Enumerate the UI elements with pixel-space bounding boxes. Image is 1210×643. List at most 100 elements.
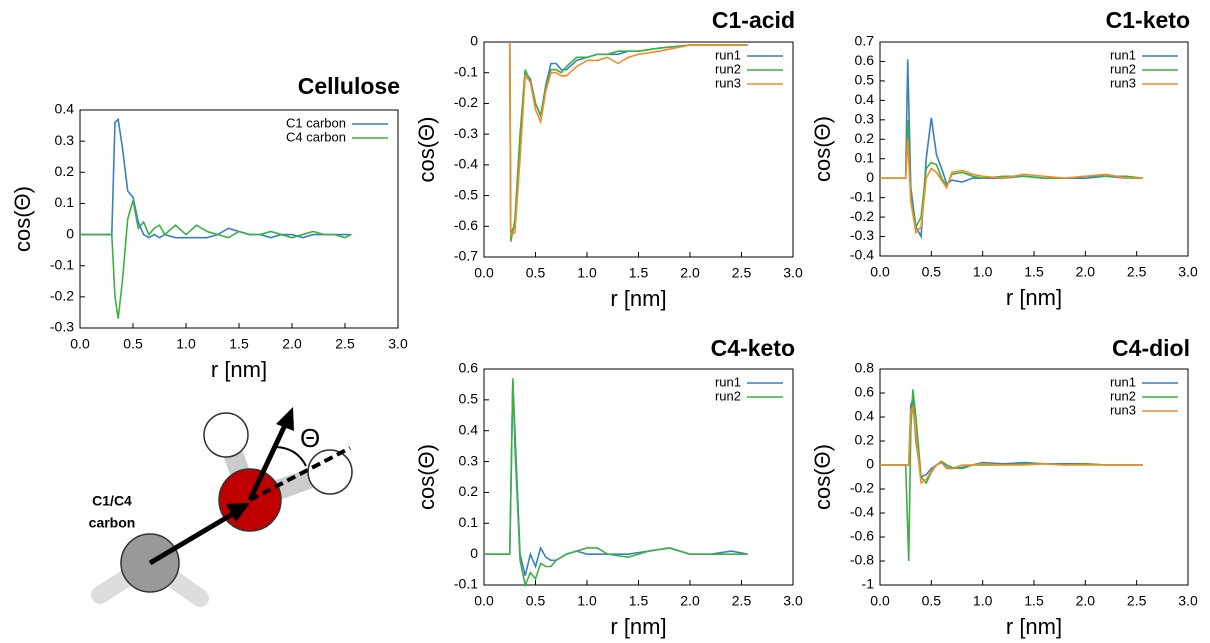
y-tick-label: -0.1: [454, 63, 478, 79]
x-tick-label: 0.5: [526, 593, 546, 609]
y-tick-label: -0.4: [850, 504, 874, 520]
x-axis-label: r [nm]: [211, 357, 267, 382]
x-tick-label: 0.0: [870, 264, 890, 280]
y-tick-label: 0: [66, 225, 74, 241]
y-tick-label: -0.2: [850, 208, 874, 224]
legend-label: C1 carbon: [286, 115, 346, 130]
hydrogen-atom: [203, 412, 249, 458]
y-tick-label: -1: [862, 576, 875, 592]
y-tick-label: 0.8: [855, 360, 875, 376]
y-tick-label: 0.1: [855, 149, 875, 165]
chart-title: C4-diol: [1112, 335, 1190, 361]
x-tick-label: 2.5: [1127, 264, 1147, 280]
data-line: [880, 119, 1143, 230]
y-tick-label: 0.7: [855, 33, 875, 49]
y-axis-label: cos(Θ): [414, 444, 439, 510]
y-tick-label: -0.2: [50, 288, 74, 304]
y-tick-label: 0.6: [855, 384, 875, 400]
legend-label: run1: [715, 374, 741, 389]
x-tick-label: 0.5: [922, 264, 942, 280]
vector-arrow: [247, 423, 288, 502]
vector-arrow: [148, 509, 238, 566]
y-tick-label: -0.4: [850, 247, 874, 263]
x-tick-label: 3.0: [388, 336, 408, 352]
x-tick-label: 1.0: [176, 336, 196, 352]
x-tick-label: 2.0: [1076, 264, 1096, 280]
legend-label: run3: [1110, 402, 1136, 417]
y-tick-label: 0: [866, 456, 874, 472]
y-tick-label: 0.2: [855, 130, 875, 146]
y-tick-label: -0.2: [454, 94, 478, 110]
y-tick-label: -0.8: [850, 552, 874, 568]
y-tick-label: -0.6: [850, 528, 874, 544]
y-tick-label: 0: [470, 33, 478, 49]
x-tick-label: 2.0: [680, 593, 700, 609]
y-axis-label: cos(Θ): [414, 117, 439, 183]
chart-panel: 0.0 0.5 1.0 1.5 2.0 2.5 3.0 0 -0.1 -0.2 -0.3 -0.4 -0…: [414, 7, 803, 311]
chart-title: C1-keto: [1106, 7, 1190, 33]
y-tick-label: 0.3: [459, 452, 479, 468]
x-axis-label: r [nm]: [610, 614, 666, 639]
chart-panel: 0.0 0.5 1.0 1.5 2.0 2.5 3.0 0.7 0.6 0.5 0.4 0.3 0.2 0…: [810, 7, 1198, 310]
legend-label: run3: [1110, 75, 1136, 90]
data-line: [508, 41, 748, 242]
y-tick-label: 0.3: [55, 132, 75, 148]
x-tick-label: 2.5: [335, 336, 355, 352]
legend-label: run3: [715, 75, 741, 90]
y-tick-label: 0.3: [855, 111, 875, 127]
x-tick-label: 0.0: [70, 336, 90, 352]
y-tick-label: 0.2: [459, 483, 479, 499]
x-tick-label: 1.5: [629, 593, 649, 609]
y-tick-label: 0.4: [855, 408, 875, 424]
x-tick-label: 1.0: [577, 265, 597, 281]
x-tick-label: 0.5: [123, 336, 143, 352]
chart-title: C4-keto: [711, 335, 795, 361]
y-tick-label: -0.3: [850, 227, 874, 243]
y-axis-label: cos(Θ): [810, 444, 835, 510]
data-line: [880, 139, 1143, 235]
y-tick-label: -0.1: [50, 256, 74, 272]
x-tick-label: 1.5: [1024, 593, 1044, 609]
y-tick-label: -0.3: [454, 125, 478, 141]
carbon-label: carbon: [89, 515, 136, 531]
x-tick-label: 2.0: [282, 336, 302, 352]
chart-panel: 0.0 0.5 1.0 1.5 2.0 2.5 3.0 0.8 0.6 0.4 0.2 0 -0.2 -0…: [810, 335, 1198, 639]
data-line: [880, 404, 1143, 485]
plot-frame: [879, 368, 1189, 586]
angle-label: Θ: [300, 423, 320, 453]
y-tick-label: 0.4: [855, 91, 875, 107]
y-tick-label: -0.1: [850, 188, 874, 204]
y-tick-label: -0.3: [50, 319, 74, 335]
x-tick-label: 1.5: [629, 265, 649, 281]
x-tick-label: 0.0: [474, 265, 494, 281]
carbon-label: C1/C4: [92, 493, 132, 509]
plot-frame: [483, 41, 794, 258]
y-tick-label: 0.6: [855, 52, 875, 68]
legend-label: run1: [1110, 47, 1136, 62]
legend-label: run2: [715, 61, 741, 76]
data-line: [484, 381, 748, 576]
legend-label: run2: [715, 388, 741, 403]
legend-label: run2: [1110, 61, 1136, 76]
x-tick-label: 1.0: [577, 593, 597, 609]
x-tick-label: 0.0: [870, 593, 890, 609]
chart-panel: 0.0 0.5 1.0 1.5 2.0 2.5 3.0 0.6 0.5 0.4 0.3 0.2 0.1 0…: [414, 335, 803, 639]
y-tick-label: -0.4: [454, 156, 478, 172]
y-tick-label: -0.7: [454, 248, 478, 264]
x-tick-label: 3.0: [783, 593, 803, 609]
y-tick-label: 0.2: [55, 163, 75, 179]
x-tick-label: 2.5: [732, 265, 752, 281]
y-axis-label: cos(Θ): [10, 186, 35, 252]
y-tick-label: 0: [866, 169, 874, 185]
dashed-axis: [249, 446, 351, 502]
data-line: [80, 200, 352, 319]
x-tick-label: 0.5: [922, 593, 942, 609]
plot-frame: [879, 41, 1189, 257]
legend-label: run1: [1110, 374, 1136, 389]
x-tick-label: 1.5: [229, 336, 249, 352]
x-tick-label: 0.5: [526, 265, 546, 281]
chart-panel: 0.0 0.5 1.0 1.5 2.0 2.5 3.0 0.4 0.3 0.2 0.1 0 -0.1 -0…: [10, 73, 408, 382]
legend-label: C4 carbon: [286, 129, 346, 144]
y-tick-label: 0.4: [459, 421, 479, 437]
